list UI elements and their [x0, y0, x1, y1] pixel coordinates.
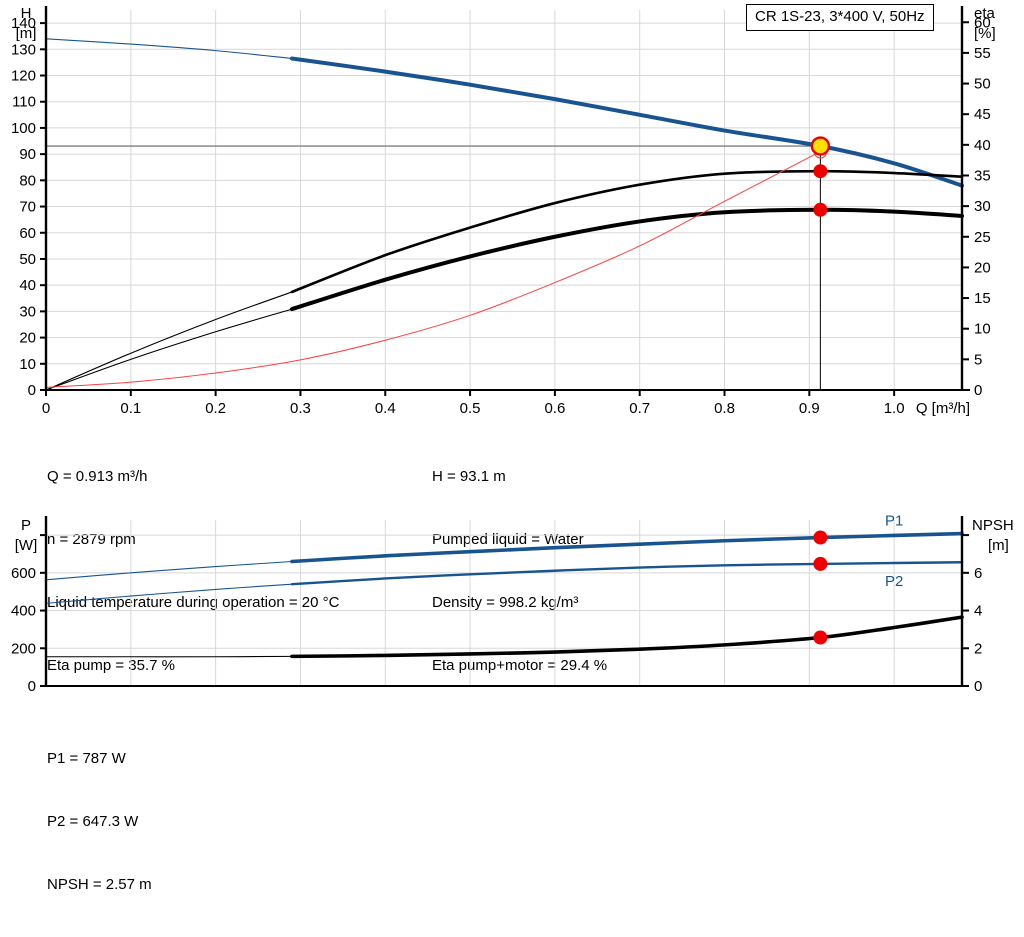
- duty-point-eta-pump-motor: [813, 203, 827, 217]
- tick-label-x: 0.3: [290, 400, 311, 417]
- tick-label-left: 130: [11, 41, 36, 58]
- tick-label-left: 70: [19, 199, 36, 216]
- tick-label-x: 0.5: [460, 400, 481, 417]
- pump-model-title-box: CR 1S-23, 3*400 V, 50Hz: [746, 4, 934, 31]
- tick-label-x: 0: [42, 400, 50, 417]
- tick-label-right: 6: [974, 565, 982, 582]
- duty-point-p1: [813, 531, 827, 545]
- tick-label-right: 50: [974, 76, 991, 93]
- curve-thin-p1: [46, 561, 298, 580]
- tick-label-left: 600: [11, 565, 36, 582]
- pump-model-title: CR 1S-23, 3*400 V, 50Hz: [755, 8, 925, 25]
- upper-gridlines: [46, 10, 962, 390]
- lower-chart-svg: 0 200 400 600 0 2 4 6 P [W] NPSH [m] P1 P2: [0, 508, 1024, 703]
- tick-label-left: 110: [12, 94, 36, 111]
- curve-thin-p2: [46, 584, 298, 604]
- lower-chart: 0 200 400 600 0 2 4 6 P [W] NPSH [m] P1 P2: [0, 508, 1024, 703]
- tick-label-left: 60: [19, 225, 36, 242]
- lower-markers: [813, 531, 827, 645]
- curve-head-h: [292, 58, 962, 185]
- tick-label-x: 1.0: [884, 400, 905, 417]
- axis-name-eta: eta: [974, 5, 996, 22]
- tick-label-right: 45: [974, 106, 991, 123]
- info-row: P2 = 647.3 W: [47, 811, 152, 832]
- curve-label-p2: P2: [885, 573, 903, 590]
- tick-label-right: 20: [974, 259, 991, 276]
- tick-label-x: 0.4: [375, 400, 396, 417]
- tick-label-left: 0: [28, 382, 36, 399]
- tick-label-x: 0.2: [205, 400, 226, 417]
- curve-thin-eta-pump: [46, 290, 298, 390]
- tick-label-right: 0: [974, 678, 982, 695]
- tick-label-right: 0: [974, 382, 982, 399]
- lower-gridlines: [46, 520, 962, 686]
- axis-name-npsh: NPSH: [972, 517, 1014, 534]
- tick-label-right: 10: [974, 321, 991, 338]
- curve-thin-eta-pump-motor: [46, 307, 298, 390]
- info-row: P1 = 787 W: [47, 748, 152, 769]
- tick-label-right: 40: [974, 137, 991, 154]
- tick-label-left: 200: [11, 640, 36, 657]
- info-row: H = 93.1 m: [432, 466, 607, 487]
- axis-name-q: Q [m³/h]: [916, 400, 970, 417]
- tick-label-left: 100: [11, 120, 36, 137]
- tick-label-right: 55: [974, 45, 991, 62]
- axis-name-h: H: [21, 5, 32, 22]
- info-row: NPSH = 2.57 m: [47, 874, 152, 895]
- tick-label-right: 25: [974, 229, 991, 246]
- tick-label-left: 30: [19, 303, 36, 320]
- upper-chart-svg: 0102030405060708090100110120130140051015…: [0, 0, 1024, 420]
- tick-label-left: 40: [19, 277, 36, 294]
- tick-label-x: 0.9: [799, 400, 820, 417]
- tick-label-left: 90: [19, 146, 36, 163]
- info-row: Q = 0.913 m³/h: [47, 466, 339, 487]
- tick-label-left: 10: [19, 356, 36, 373]
- tick-label-x: 0.1: [120, 400, 141, 417]
- axis-unit-npsh: [m]: [988, 537, 1009, 554]
- tick-label-right: 5: [974, 351, 982, 368]
- duty-point-npsh: [813, 631, 827, 645]
- tick-label-x: 0.7: [629, 400, 650, 417]
- tick-label-left: 0: [28, 678, 36, 695]
- duty-point-eta-pump: [813, 164, 827, 178]
- tick-label-right: 30: [974, 198, 991, 215]
- lower-left-ticks: 0 200 400 600: [11, 535, 46, 695]
- tick-label-left: 80: [19, 172, 36, 189]
- axis-unit-eta: [%]: [974, 25, 996, 42]
- duty-point-head: [812, 138, 829, 155]
- duty-point-p2: [813, 557, 827, 571]
- curve-label-p1: P1: [885, 513, 903, 530]
- curve-npsh: [292, 617, 962, 656]
- curve-p1: [292, 534, 962, 562]
- tick-label-left: 50: [19, 251, 36, 268]
- upper-x-ticks: 0 0.1 0.2 0.3 0.4 0.5 0.6 0.7 0.8 0.9 1.0: [42, 390, 905, 417]
- tick-label-right: 2: [974, 640, 982, 657]
- tick-label-right: 4: [974, 603, 982, 620]
- tick-label-left: 400: [11, 603, 36, 620]
- tick-label-right: 15: [974, 290, 991, 307]
- lower-right-ticks: 0 2 4 6: [962, 535, 982, 695]
- tick-label-left: 20: [19, 330, 36, 347]
- axis-unit-h: [m]: [16, 25, 37, 42]
- tick-label-right: 35: [974, 167, 991, 184]
- upper-axes: [46, 6, 970, 390]
- axis-unit-p: [W]: [15, 537, 38, 554]
- power-info: P1 = 787 W P2 = 647.3 W NPSH = 2.57 m: [47, 706, 152, 937]
- upper-markers: [812, 138, 829, 217]
- axis-name-p: P: [21, 517, 31, 534]
- tick-label-x: 0.8: [714, 400, 735, 417]
- curve-thin-npsh-upper-thin-red-: [46, 152, 820, 388]
- tick-label-x: 0.6: [544, 400, 565, 417]
- curve-eta-pump: [292, 171, 962, 292]
- tick-label-left: 120: [11, 68, 36, 85]
